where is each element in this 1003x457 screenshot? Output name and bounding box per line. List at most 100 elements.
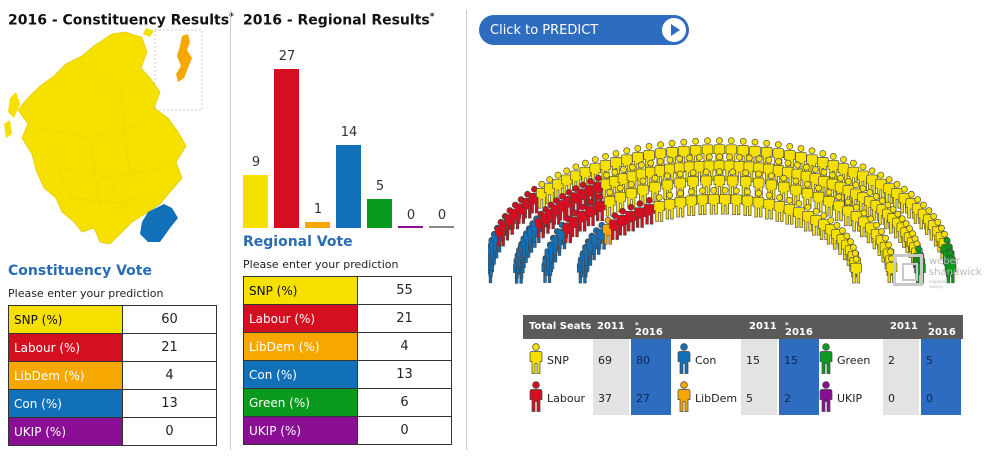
constituency-row-label: SNP (%) [8, 305, 123, 334]
seat-figure-snp [850, 255, 862, 284]
constituency-row: Con (%) 13 [8, 389, 217, 418]
regional-input-table: SNP (%) 55 Labour (%) 21 LibDem (%) 4 Con (%) 1… [243, 276, 452, 445]
seat-figure-snp [625, 180, 638, 209]
constituency-prediction-input[interactable]: 4 [122, 361, 217, 390]
seats-2011-column [883, 339, 919, 415]
regional-row: Labour (%) 21 [243, 304, 452, 333]
constituency-prediction-input[interactable]: 21 [122, 333, 217, 362]
regional-bar [367, 198, 392, 228]
regional-results-title-mark: * [429, 12, 435, 22]
constituency-row: Labour (%) 21 [8, 333, 217, 362]
libdem-figure-icon [677, 381, 691, 412]
regional-prediction-input[interactable]: 0 [357, 416, 452, 445]
seat-figure-snp [570, 163, 582, 192]
seat-figure-snp [536, 180, 548, 209]
regional-bar [305, 222, 330, 228]
divider-left [230, 10, 231, 450]
shetland-islands [176, 34, 192, 82]
constituency-row-label: LibDem (%) [8, 361, 123, 390]
regional-results-title-text: 2016 - Regional Results [243, 12, 430, 29]
constituency-prediction-input[interactable]: 0 [122, 417, 217, 446]
western-isles [4, 92, 20, 138]
logo-line2: shandwick [929, 267, 982, 278]
regional-row-label: LibDem (%) [243, 332, 358, 361]
regional-prediction-input[interactable]: 6 [357, 388, 452, 417]
seats-2011-value: 15 [746, 354, 760, 367]
seats-party-name: SNP [547, 354, 569, 367]
seat-figure-snp [725, 137, 738, 165]
regional-bar-label: 27 [278, 48, 296, 64]
seat-figure-snp [653, 194, 665, 222]
seats-2011-column [593, 339, 629, 415]
ukip-figure-icon-shape [819, 381, 833, 412]
col-2016-g3: 2016 * [928, 321, 956, 338]
seats-2011-value: 5 [746, 392, 753, 405]
seats-2016-column [779, 339, 819, 415]
con-figure-icon-shape [677, 343, 691, 374]
constituency-row-label: Labour (%) [8, 333, 123, 362]
seat-figure-snp [741, 188, 754, 216]
regional-bar-label: 14 [340, 125, 358, 141]
constituency-prediction-input[interactable]: 60 [122, 305, 217, 334]
regional-prediction-input[interactable]: 4 [357, 332, 452, 361]
constituency-row: SNP (%) 60 [8, 305, 217, 334]
constituency-row-label: Con (%) [8, 389, 123, 418]
constituency-vote-title: Constituency Vote [8, 263, 152, 279]
seat-figure-lab [594, 193, 606, 222]
seat-figure-lab [609, 212, 621, 240]
col-2011-g2: 2011 [749, 321, 777, 332]
seat-figure-snp [637, 177, 649, 206]
constituency-row: LibDem (%) 4 [8, 361, 217, 390]
regional-row: UKIP (%) 0 [243, 416, 452, 445]
regional-results-title: 2016 - Regional Results* [243, 12, 434, 29]
regional-row-label: Con (%) [243, 360, 358, 389]
regional-prediction-input[interactable]: 13 [357, 360, 452, 389]
col-2016-g3-mark: * [928, 321, 932, 329]
logo-tagline: engaging. always. [929, 279, 949, 289]
total-seats-label: Total Seats [529, 321, 592, 332]
seat-figure-snp [842, 198, 854, 227]
constituency-prediction-input[interactable]: 13 [122, 389, 217, 418]
predict-button[interactable]: Click to PREDICT [479, 15, 689, 45]
col-2016-g2: 2016 * [785, 321, 813, 338]
col-2011-g3: 2011 [890, 321, 918, 332]
regional-bar-label: 0 [406, 208, 416, 223]
regional-prediction-input[interactable]: 21 [357, 304, 452, 333]
seat-figure-snp [833, 193, 845, 222]
constituency-results-title: 2016 - Constituency Results* [8, 12, 234, 29]
seats-2016-column [921, 339, 961, 415]
col-2016-g1-text: 2016 [635, 327, 663, 338]
labour-figure-icon [529, 381, 543, 412]
seat-figure-snp [730, 187, 743, 215]
seat-figure-green [944, 255, 957, 284]
constituency-row-label: UKIP (%) [8, 417, 123, 446]
seats-2016-column [631, 339, 671, 415]
seat-figure-snp [663, 191, 676, 220]
seat-figure-snp [701, 137, 714, 165]
parliament-seat-chart [488, 137, 957, 284]
seats-party-name: Con [695, 354, 717, 367]
seat-figure-snp [696, 187, 709, 215]
seat-figure-snp [806, 147, 818, 175]
seat-figure-snp [793, 200, 805, 228]
seats-2011-column [741, 339, 777, 415]
shetland-inset-frame [154, 29, 203, 111]
seat-figure-snp [719, 186, 731, 215]
regional-prediction-input[interactable]: 55 [357, 276, 452, 305]
seats-2011-value: 69 [598, 354, 612, 367]
seats-2016-value: 15 [784, 354, 798, 367]
seats-2016-value: 27 [636, 392, 650, 405]
ukip-figure-icon [819, 381, 833, 412]
seat-figure-snp [604, 188, 616, 217]
col-2016-g1-mark: * [635, 321, 639, 329]
regional-bar-label: 1 [313, 202, 323, 218]
green-figure-icon [819, 343, 833, 374]
regional-row-label: Green (%) [243, 388, 358, 417]
regional-bar-label: 0 [437, 208, 447, 223]
col-2016-g2-mark: * [785, 321, 789, 329]
constituency-vote-hint: Please enter your prediction [8, 287, 164, 300]
borders-con-area [140, 204, 178, 242]
snp-figure-icon-shape [529, 343, 543, 374]
seat-figure-snp [614, 184, 626, 213]
logo-line1: weber [929, 256, 960, 267]
